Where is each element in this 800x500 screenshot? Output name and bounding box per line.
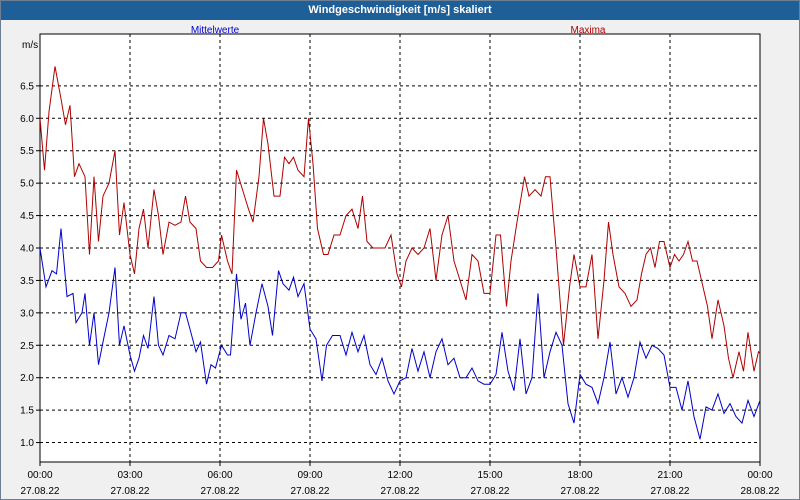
x-tick-date: 27.08.22: [471, 486, 510, 497]
x-tick-date: 27.08.22: [381, 486, 420, 497]
y-tick-label: 3.0: [20, 308, 34, 319]
legend-label-maxima: Maxima: [570, 25, 605, 36]
x-tick-date: 27.08.22: [21, 486, 60, 497]
x-tick-time: 00:00: [27, 470, 52, 481]
y-axis-ticks: m/s 1.0 1.5 2.0 2.5 3.0 3.5 4.0 4.5 5.0 5.5 6.0 6.5: [20, 40, 40, 449]
legend-label-mittelwerte: Mittelwerte: [191, 25, 240, 36]
y-tick-label: 5.0: [20, 179, 34, 190]
x-tick-date: 27.08.22: [291, 486, 330, 497]
x-tick-time: 18:00: [567, 470, 592, 481]
series-line-mittelwerte: [40, 228, 760, 440]
y-tick-label: 2.5: [20, 341, 34, 352]
y-tick-label: 1.5: [20, 406, 34, 417]
y-tick-label: 1.0: [20, 438, 34, 449]
y-tick-label: 6.5: [20, 81, 34, 92]
x-tick-date: 27.08.22: [561, 486, 600, 497]
x-tick-time: 15:00: [477, 470, 502, 481]
x-tick-date: 27.08.22: [651, 486, 690, 497]
x-axis-ticks: 00:00 27.08.22 03:00 27.08.22 06:00 27.08.22 0…: [21, 462, 780, 497]
x-tick-time: 12:00: [387, 470, 412, 481]
grid: [40, 34, 760, 462]
legend: Mittelwerte Maxima: [191, 25, 606, 36]
x-tick-date: 27.08.22: [111, 486, 150, 497]
x-tick-time: 09:00: [297, 470, 322, 481]
y-tick-label: 2.0: [20, 373, 34, 384]
x-tick-time: 03:00: [117, 470, 142, 481]
x-tick-date: 27.08.22: [201, 486, 240, 497]
y-axis-unit: m/s: [22, 40, 38, 51]
y-tick-label: 5.5: [20, 146, 34, 157]
x-tick-date: 28.08.22: [741, 486, 780, 497]
y-tick-label: 6.0: [20, 114, 34, 125]
y-tick-label: 4.0: [20, 244, 34, 255]
x-tick-time: 06:00: [207, 470, 232, 481]
chart-title: Windgeschwindigkeit [m/s] skaliert: [1, 1, 799, 20]
series-line-maxima: [40, 66, 760, 378]
series-layer: [40, 66, 760, 440]
x-tick-time: 21:00: [657, 470, 682, 481]
y-tick-label: 3.5: [20, 276, 34, 287]
x-tick-time: 00:00: [747, 470, 772, 481]
y-tick-label: 4.5: [20, 211, 34, 222]
